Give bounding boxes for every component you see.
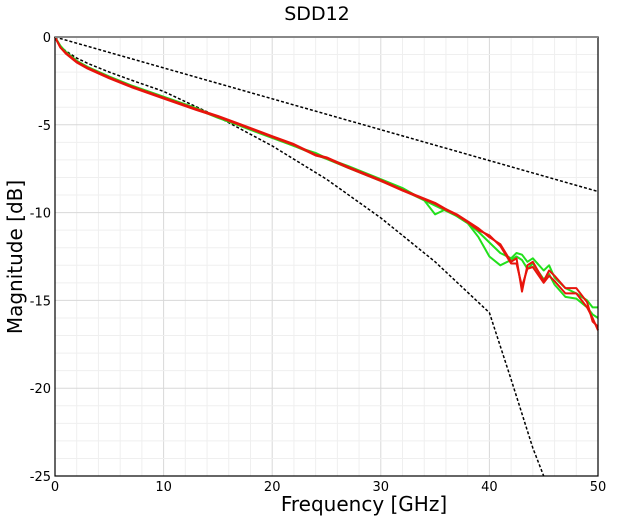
y-tick-label: 0: [43, 31, 51, 46]
x-tick-label: 10: [155, 480, 172, 495]
chart-title: SDD12: [284, 3, 350, 25]
y-tick-label: -20: [30, 382, 51, 397]
x-tick-label: 20: [264, 480, 281, 495]
y-axis-label: Magnitude [dB]: [3, 180, 27, 334]
x-tick-label: 0: [51, 480, 59, 495]
x-tick-label: 30: [373, 480, 390, 495]
series-group: [54, 36, 599, 477]
y-tick-label: -5: [38, 119, 51, 134]
limit-line: [54, 36, 545, 477]
y-tick-label: -10: [30, 207, 51, 222]
y-tick-label: -25: [30, 470, 51, 485]
x-tick-label: 40: [481, 480, 498, 495]
y-tick-label: -15: [30, 294, 51, 309]
grid: [54, 36, 599, 477]
x-tick-label: 50: [590, 480, 607, 495]
limit-line: [54, 36, 599, 193]
x-axis-label: Frequency [GHz]: [281, 492, 447, 516]
series-line-1: [54, 36, 599, 331]
ticks: 0 10 20 30 40 50 0 -5 -10 -15 -20 -25: [30, 31, 607, 495]
